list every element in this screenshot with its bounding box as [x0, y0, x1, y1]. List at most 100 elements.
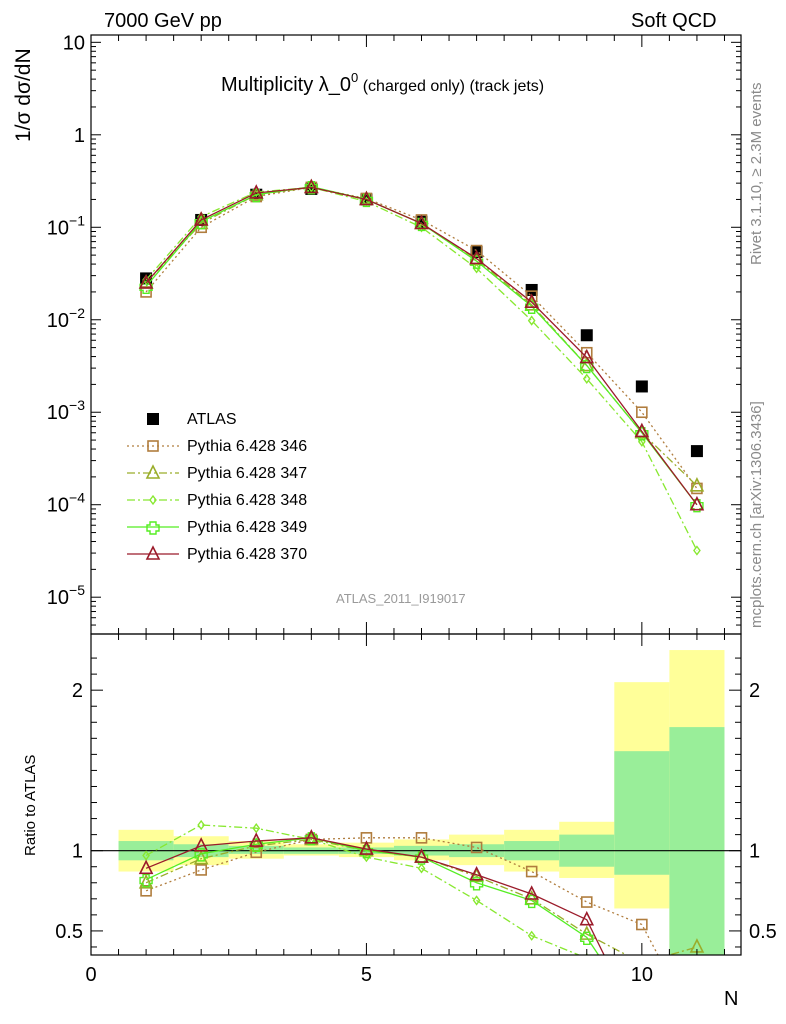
ratio-y-tick-label: 1	[72, 841, 83, 863]
ratio-point	[248, 832, 264, 847]
ratio-series-3	[139, 832, 600, 955]
ratio-point	[527, 930, 536, 941]
y-tick-label: 10−3	[47, 397, 85, 424]
series-line	[145, 186, 698, 506]
ratio-point	[138, 859, 154, 875]
series-line	[145, 185, 698, 506]
data-point	[469, 249, 484, 265]
ratio-y-axis-label: Ratio to ATLAS	[22, 754, 39, 856]
ratio-point	[140, 884, 152, 897]
data-point	[580, 359, 594, 374]
series-line	[145, 186, 698, 551]
ratio-band-inner	[669, 727, 725, 955]
data-point	[248, 184, 264, 199]
data-point	[140, 286, 152, 298]
ratio-y-tick-label-right: 1	[749, 841, 760, 863]
data-point	[689, 477, 705, 492]
legend-marker	[145, 545, 161, 560]
y-tick-label: 1	[74, 125, 85, 147]
x-axis-label: N	[724, 988, 739, 1010]
y-tick-label: 10−1	[47, 212, 85, 239]
series-5	[138, 178, 705, 511]
data-point	[579, 348, 595, 364]
data-point	[582, 373, 591, 384]
ratio-point	[193, 837, 209, 852]
legend-marker	[147, 413, 159, 425]
ratio-point	[636, 918, 648, 931]
ratio-y-tick-label: 0.5	[55, 921, 83, 943]
legend-entry-0	[147, 413, 159, 425]
data-point	[193, 211, 209, 226]
ratio-point	[249, 838, 263, 852]
x-tick-label: 10	[631, 964, 653, 986]
y-tick-label: 10−4	[47, 490, 85, 517]
y-tick-exponent: −3	[69, 397, 85, 413]
ratio-point	[138, 873, 154, 889]
ratio-point	[359, 840, 374, 855]
legend-entry-3	[127, 494, 179, 506]
ratio-point	[469, 865, 484, 881]
legend-label-347: Pythia 6.428 347	[187, 465, 308, 482]
legend-marker	[146, 521, 160, 535]
ratio-point	[362, 851, 371, 863]
legend-entry-5	[127, 545, 179, 560]
data-point	[527, 315, 536, 326]
series-line	[145, 186, 698, 489]
legend-marker	[145, 464, 161, 479]
data-point	[304, 178, 319, 194]
legend-label-349: Pythia 6.428 349	[187, 519, 308, 536]
ratio-point	[142, 850, 150, 861]
legend-marker	[149, 494, 157, 506]
ratio-band-inner	[228, 845, 284, 854]
ratio-point	[252, 823, 261, 834]
ratio-point	[250, 846, 263, 859]
ratio-point	[580, 896, 593, 908]
legend-label-atlas: ATLAS	[187, 411, 237, 428]
data-point	[524, 293, 539, 308]
data-point	[636, 406, 648, 419]
ratio-y-tick-label-right: 2	[749, 680, 760, 702]
ratio-line	[145, 824, 581, 955]
title-rest: (charged only) (track jets)	[358, 78, 545, 95]
header-left: 7000 GeV pp	[104, 10, 222, 32]
y-tick-exponent: −2	[69, 305, 85, 321]
y-tick-label: 10	[63, 32, 85, 54]
ratio-point	[414, 848, 429, 863]
ratio-point	[580, 931, 594, 946]
legend-marker	[147, 440, 159, 452]
y-tick-exponent: −1	[69, 212, 85, 228]
y-tick-label: 10−5	[47, 582, 85, 609]
ratio-plot-frame	[90, 633, 742, 956]
ratio-line	[145, 837, 605, 955]
legend-entry-1	[127, 440, 179, 452]
ratio-point	[470, 841, 483, 854]
legend-entry-4	[127, 521, 179, 535]
ratio-point	[472, 895, 481, 906]
y-tick-exponent: −5	[69, 582, 85, 598]
data-point	[414, 214, 429, 230]
ratio-band-inner	[614, 751, 670, 875]
ratio-point	[197, 819, 206, 831]
data-point	[635, 380, 648, 393]
ratio-point	[304, 829, 319, 844]
analysis-reference: ATLAS_2011_I919017	[336, 591, 466, 606]
title-superscript: 0	[351, 70, 359, 85]
data-point	[525, 283, 538, 296]
ratio-point	[524, 885, 539, 900]
ratio-point	[417, 863, 426, 874]
data-point	[693, 545, 701, 556]
x-tick-label: 5	[361, 964, 372, 986]
legend-label-370: Pythia 6.428 370	[187, 546, 308, 563]
y-axis-label: 1/σ dσ/dN	[12, 48, 35, 142]
rivet-info: Rivet 3.1.10, ≥ 2.3M events	[748, 82, 765, 266]
y-tick-exponent: −4	[69, 490, 85, 506]
y-tick-label: 10−2	[47, 305, 85, 332]
data-point	[417, 222, 426, 233]
data-point	[689, 495, 705, 511]
ratio-point	[194, 848, 208, 862]
ratio-point	[525, 865, 538, 878]
main-plot-frame	[90, 34, 742, 635]
data-point	[580, 329, 593, 342]
legend-entry-2	[127, 464, 179, 479]
data-point	[524, 300, 539, 314]
